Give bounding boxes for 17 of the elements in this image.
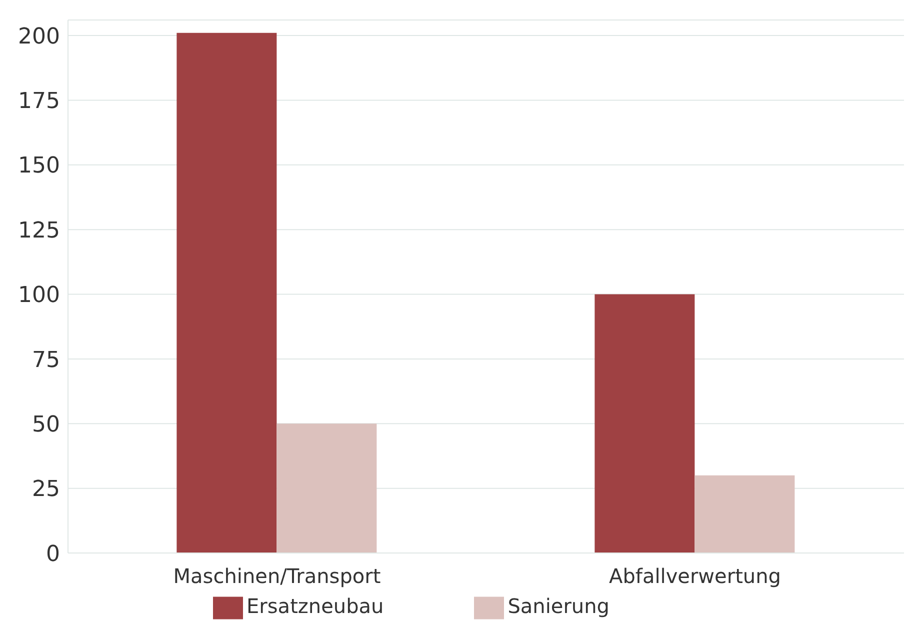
- x-tick-label: Abfallverwertung: [609, 564, 781, 588]
- bar: [176, 32, 277, 553]
- legend-label: Sanierung: [508, 594, 610, 618]
- y-tick-label: 100: [18, 283, 60, 308]
- legend-label: Ersatzneubau: [246, 594, 384, 618]
- y-tick-label: 25: [32, 477, 60, 502]
- y-tick-label: 0: [46, 542, 60, 567]
- y-tick-label: 175: [18, 89, 60, 114]
- y-tick-label: 150: [18, 154, 60, 179]
- y-tick-label: 75: [32, 348, 60, 373]
- y-tick-label: 125: [18, 218, 60, 244]
- y-tick-label: 200: [18, 24, 60, 50]
- bar: [276, 424, 377, 553]
- bar: [694, 475, 795, 553]
- bar: [594, 294, 695, 553]
- x-tick-label: Maschinen/Transport: [173, 564, 381, 588]
- y-tick-label: 50: [32, 412, 60, 438]
